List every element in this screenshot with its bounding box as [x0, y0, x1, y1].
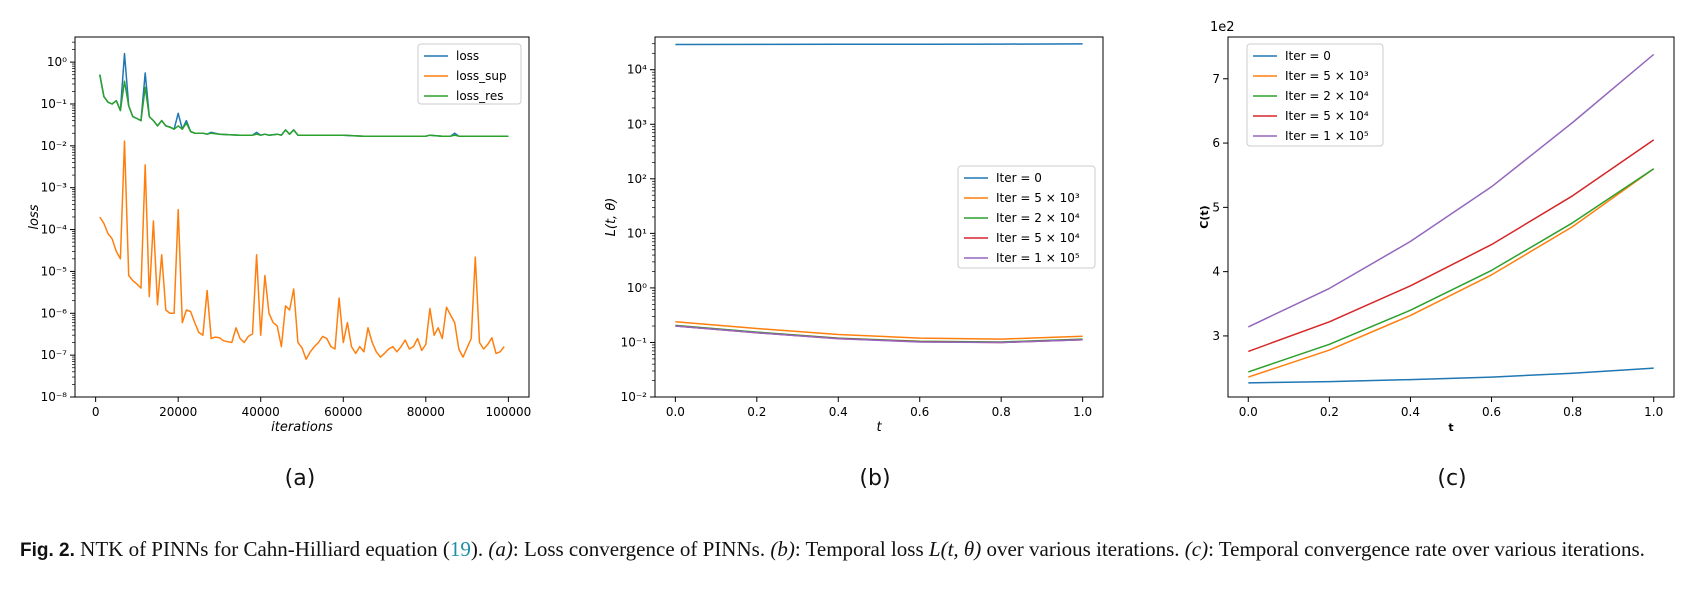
legend-entry: Iter = 5 × 10³: [1285, 69, 1369, 83]
y-tick-label: 7: [1212, 72, 1220, 86]
y-tick-label: 10⁻¹: [41, 97, 68, 111]
chart-panel-b: 0.0 0.2 0.4 0.6 0.8 1.0 10⁻² 10⁻¹ 10⁰ 10¹ 10² 10³ 10…: [604, 36, 1104, 491]
x-axis-label: t: [1448, 421, 1453, 434]
y-tick-label: 3: [1212, 329, 1220, 343]
caption-text: : Temporal convergence rate over various…: [1208, 537, 1645, 561]
y-tick-label: 10⁻⁶: [41, 306, 68, 320]
series-line: [1248, 367, 1654, 384]
chart-legend: Iter = 0 Iter = 5 × 10³ Iter = 2 × 10⁴ Iter…: [957, 165, 1096, 269]
legend-entry: Iter = 1 × 10⁵: [1285, 129, 1369, 143]
legend-entry: Iter = 0: [996, 171, 1042, 185]
panel-label: (a): [285, 466, 316, 491]
x-axis-label: iterations: [271, 420, 333, 435]
x-tick-label: 0.6: [910, 405, 929, 419]
y-tick-label: 10⁰: [627, 281, 647, 295]
legend-entry: loss: [456, 49, 479, 63]
series-line: [1248, 168, 1655, 378]
chart-legend: Iter = 0 Iter = 5 × 10³ Iter = 2 × 10⁴ Iter…: [1246, 43, 1384, 147]
x-tick-label: 40000: [242, 405, 280, 419]
x-tick-label: 0.4: [1401, 405, 1420, 419]
series-line: [1248, 168, 1655, 373]
caption-loss-symbol: L(t, θ): [928, 537, 982, 561]
x-tick-label: 0.2: [1320, 405, 1339, 419]
y-multiplier-label: 1e2: [1210, 20, 1235, 35]
y-tick-label: 10⁻⁵: [41, 264, 68, 278]
y-tick-label: 10²: [627, 172, 647, 186]
x-tick-label: 0.0: [1239, 405, 1258, 419]
series-line: [675, 325, 1083, 344]
chart-legend: loss loss_sup loss_res: [417, 43, 522, 105]
y-axis-label: L(t, θ): [604, 198, 619, 237]
y-tick-label: 10⁻³: [41, 181, 68, 195]
figure-caption: Fig. 2. NTK of PINNs for Cahn-Hilliard e…: [20, 535, 1680, 565]
caption-text: : Loss convergence of PINNs.: [512, 537, 771, 561]
caption-text: over various iterations.: [981, 537, 1185, 561]
legend-entry: Iter = 5 × 10⁴: [996, 231, 1080, 245]
y-tick-label: 10⁻¹: [621, 335, 648, 349]
x-tick-label: 0.8: [1563, 405, 1582, 419]
x-tick-label: 60000: [324, 405, 362, 419]
y-axis-label: loss: [27, 204, 42, 229]
legend-frame: [957, 165, 1096, 269]
plot-frame: [1227, 36, 1675, 398]
legend-frame: [417, 43, 522, 105]
caption-panel-a: (a): [488, 537, 513, 561]
caption-label: Fig. 2.: [20, 540, 75, 561]
x-tick-label: 100000: [485, 405, 531, 419]
x-tick-label: 20000: [159, 405, 197, 419]
caption-text: NTK of PINNs for Cahn-Hilliard equation …: [74, 537, 450, 561]
y-tick-label: 10⁴: [627, 63, 647, 77]
series-line: [675, 320, 1083, 340]
caption-panel-c: (c): [1184, 537, 1209, 561]
x-tick-label: 80000: [407, 405, 445, 419]
x-tick-label: 0.4: [829, 405, 848, 419]
legend-entry: Iter = 0: [1285, 49, 1331, 63]
x-tick-label: 0.0: [666, 405, 685, 419]
y-tick-label: 5: [1212, 200, 1220, 214]
x-tick-label: 0.6: [1482, 405, 1501, 419]
figure-canvas: 0 20000 40000 60000 80000 100000 10⁻⁸ 10⁻⁷ 10⁻⁶ 1…: [27, 20, 1675, 491]
legend-entry: Iter = 5 × 10⁴: [1285, 109, 1369, 123]
y-tick-label: 10⁰: [47, 55, 67, 69]
legend-entry: Iter = 1 × 10⁵: [996, 251, 1080, 265]
legend-frame: [1246, 43, 1384, 147]
y-tick-label: 10⁻²: [621, 390, 648, 404]
legend-entry: Iter = 2 × 10⁴: [996, 211, 1080, 225]
chart-panel-a: 0 20000 40000 60000 80000 100000 10⁻⁸ 10⁻⁷ 10⁻⁶ 1…: [27, 36, 531, 491]
y-tick-label: 10⁻⁷: [41, 348, 68, 362]
legend-entry: Iter = 5 × 10³: [996, 191, 1080, 205]
y-axis-label: C(t): [1198, 205, 1211, 228]
x-tick-label: 0.2: [747, 405, 766, 419]
caption-text: ).: [470, 537, 489, 561]
panel-label: (c): [1437, 466, 1466, 491]
series-line: [99, 74, 509, 137]
equation-ref-link[interactable]: 19: [449, 537, 471, 561]
legend-entry: loss_res: [456, 89, 503, 103]
y-tick-label: 10¹: [627, 226, 647, 240]
y-tick-label: 4: [1212, 265, 1220, 279]
series-line: [1247, 53, 1655, 328]
x-tick-label: 1.0: [1644, 405, 1663, 419]
y-tick-label: 10⁻⁴: [41, 223, 68, 237]
series-line: [675, 43, 1083, 46]
x-axis-label: t: [876, 420, 882, 435]
series-line: [1248, 139, 1655, 353]
caption-panel-b: (b): [770, 537, 795, 561]
legend-entry: loss_sup: [456, 69, 507, 83]
x-tick-label: 0.8: [992, 405, 1011, 419]
legend-entry: Iter = 2 × 10⁴: [1285, 89, 1369, 103]
y-tick-label: 10⁻²: [41, 139, 68, 153]
series-line: [99, 140, 505, 360]
y-tick-label: 10⁻⁸: [41, 390, 68, 404]
y-tick-label: 6: [1212, 136, 1220, 150]
panel-label: (b): [859, 466, 890, 491]
y-tick-label: 10³: [627, 117, 647, 131]
caption-text: : Temporal loss: [794, 537, 929, 561]
x-tick-label: 0: [92, 405, 100, 419]
x-tick-label: 1.0: [1073, 405, 1092, 419]
